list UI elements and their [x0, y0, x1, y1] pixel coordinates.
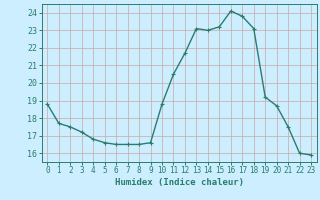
X-axis label: Humidex (Indice chaleur): Humidex (Indice chaleur) [115, 178, 244, 187]
